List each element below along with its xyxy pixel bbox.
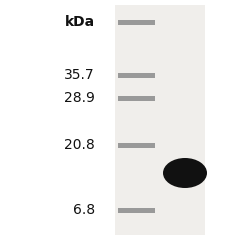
Bar <box>118 208 155 212</box>
Text: 28.9: 28.9 <box>64 91 95 105</box>
Text: kDa: kDa <box>65 15 95 29</box>
Bar <box>118 143 155 148</box>
Bar <box>118 96 155 101</box>
Ellipse shape <box>163 158 207 188</box>
Bar <box>118 19 155 24</box>
Text: 35.7: 35.7 <box>64 68 95 82</box>
Bar <box>118 72 155 78</box>
Text: 20.8: 20.8 <box>64 138 95 152</box>
Text: 6.8: 6.8 <box>73 203 95 217</box>
Bar <box>115 5 205 235</box>
